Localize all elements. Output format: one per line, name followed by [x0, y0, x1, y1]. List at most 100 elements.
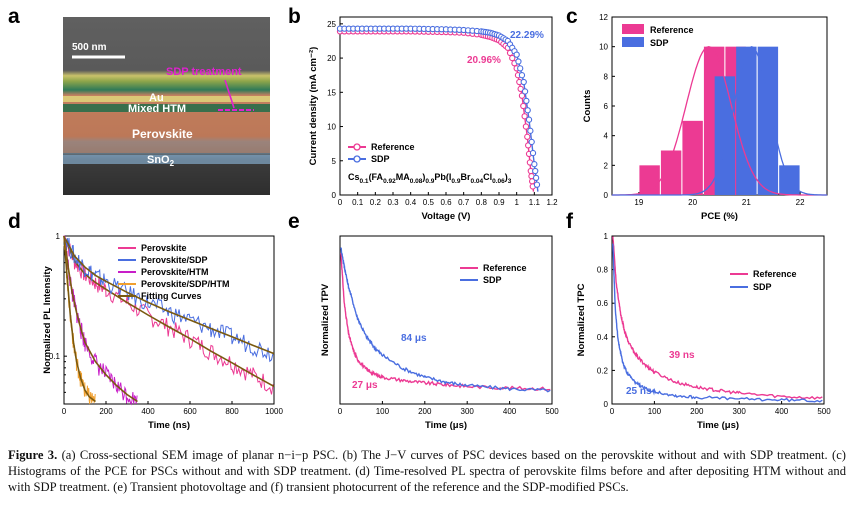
sem-image: 500 nm SDP treatment Au Mixed HTM Perovs…: [63, 17, 270, 195]
chart-pce-histogram: 19 20 21 22 0 2 4 6 8 10 12 PCE (%) Counts Reference S…: [582, 13, 828, 222]
x-tick-label: 22: [796, 198, 805, 207]
fitting-curve: [63, 235, 96, 403]
fitting-curve: [63, 235, 138, 403]
x-tick-label: 21: [742, 198, 751, 207]
legend-label: Perovskite/SDP: [141, 255, 208, 265]
jv-point: [529, 149, 537, 157]
x-axis-label: Time (μs): [425, 420, 467, 431]
legend-label: SDP: [650, 38, 669, 48]
panel-label-a: a: [8, 5, 20, 28]
tpc-sdp-lifetime: 25 ns: [626, 386, 652, 397]
x-tick-label: 0.3: [387, 198, 399, 207]
y-tick-label: 0: [604, 400, 609, 409]
chart-tpv: 0 100 200 300 400 500 Time (μs) Normalized TPV 8…: [320, 235, 559, 431]
perovskite-formula: Cs0.1(FA0.92MA0.08)0.9Pb(I0.9Br0.04Cl0.0…: [348, 172, 512, 185]
chart-jv: 0 0.1 0.2 0.3 0.4 0.5 0.6 0.7 0.8 0.9 1 1.1 1.2 0 5 10 1…: [308, 16, 558, 222]
x-tick-label: 0: [338, 198, 343, 207]
y-tick-label: 25: [327, 20, 336, 29]
jv-point: [524, 107, 531, 114]
jv-point: [533, 181, 541, 188]
legend-swatch: [622, 24, 644, 34]
tpv-sdp-lifetime: 84 μs: [401, 333, 427, 344]
chart-trpl: 0 200 400 600 800 1000 0.1 1 Time (ns) Normalized…: [42, 232, 283, 431]
x-axis-label: Time (ns): [148, 420, 190, 431]
legend-label: SDP: [371, 154, 390, 164]
x-tick-label: 1.2: [546, 198, 558, 207]
legend-label: Fitting Curves: [141, 291, 202, 301]
trpl-trace: [63, 237, 274, 363]
histogram-bar-sdp: [757, 46, 779, 195]
legend-marker: [353, 143, 361, 151]
sdp-treatment-label: SDP treatment: [166, 66, 242, 78]
legend-label: Reference: [483, 263, 527, 273]
y-axis-label: Counts: [582, 90, 593, 123]
tpc-curve-sdp: [612, 243, 823, 403]
y-tick-label: 8: [604, 72, 609, 81]
x-tick-label: 200: [418, 407, 432, 416]
chart-tpc: 0 100 200 300 400 500 0 0.2 0.4 0.6 0.8 1 Time (μs) N…: [576, 232, 831, 431]
y-tick-label: 10: [599, 43, 608, 52]
jv-point: [525, 116, 533, 123]
fitting-curve: [63, 235, 275, 388]
y-tick-label: 0: [604, 191, 609, 200]
y-axis-label: Normalized PL Intensity: [42, 266, 53, 374]
jv-point: [520, 102, 527, 110]
y-tick-label: 12: [599, 13, 608, 22]
x-tick-label: 200: [99, 407, 113, 416]
x-tick-label: 1: [514, 198, 519, 207]
layer-htm: Mixed HTM: [128, 103, 186, 115]
x-tick-label: 0.4: [405, 198, 417, 207]
tpc-curve-reference: [612, 236, 823, 400]
tpv-curve-reference: [340, 252, 551, 391]
legend-label: Perovskite: [141, 243, 187, 253]
x-tick-label: 0.9: [493, 198, 505, 207]
jv-point: [521, 113, 528, 120]
x-tick-label: 0.8: [476, 198, 488, 207]
panel-label-b: b: [288, 5, 301, 28]
y-tick-label: 0.4: [597, 333, 609, 342]
fitting-curve: [63, 235, 275, 355]
x-tick-label: 0.6: [440, 198, 452, 207]
x-tick-label: 300: [461, 407, 475, 416]
x-tick-label: 600: [183, 407, 197, 416]
x-tick-label: 1.1: [529, 198, 541, 207]
plot-frame: [339, 235, 553, 405]
sdp-arrow: [224, 79, 235, 109]
y-axis-label: Normalized TPC: [576, 283, 587, 356]
x-tick-label: 0.7: [458, 198, 470, 207]
jv-curve-reference: [340, 30, 535, 192]
layer-au: Au: [149, 92, 164, 104]
jv-point: [517, 65, 524, 72]
tpv-curve-sdp: [340, 247, 551, 393]
legend-label: Reference: [371, 142, 415, 152]
y-tick-label: 15: [327, 88, 336, 97]
jv-point: [523, 97, 530, 105]
legend-swatch: [622, 37, 644, 47]
y-tick-label: 0: [332, 191, 337, 200]
x-tick-label: 500: [817, 407, 831, 416]
caption-text: (a) Cross-sectional SEM image of planar …: [8, 448, 846, 494]
x-tick-label: 200: [690, 407, 704, 416]
tpv-reference-lifetime: 27 μs: [352, 380, 378, 391]
panel-label-d: d: [8, 210, 21, 233]
gaussian-fit-reference: [612, 46, 827, 196]
jv-point: [532, 174, 540, 182]
panel-label-c: c: [566, 5, 578, 28]
legend-label: Reference: [650, 25, 694, 35]
x-tick-label: 0: [338, 407, 343, 416]
jv-point: [522, 123, 530, 130]
x-tick-label: 0: [62, 407, 67, 416]
x-tick-label: 400: [775, 407, 789, 416]
y-tick-label: 0.8: [597, 266, 609, 275]
gaussian-fit-sdp: [612, 45, 827, 196]
jv-point: [528, 138, 535, 146]
legend-label: SDP: [753, 282, 772, 292]
scale-bar-label: 500 nm: [72, 42, 107, 53]
y-tick-label: 2: [604, 161, 609, 170]
histogram-bar-reference: [639, 165, 660, 195]
y-tick-label: 1: [56, 232, 61, 241]
legend-label: SDP: [483, 275, 502, 285]
pce-sdp-annotation: 22.29%: [510, 30, 544, 41]
y-tick-label: 0.6: [597, 299, 609, 308]
legend-marker: [353, 155, 361, 163]
